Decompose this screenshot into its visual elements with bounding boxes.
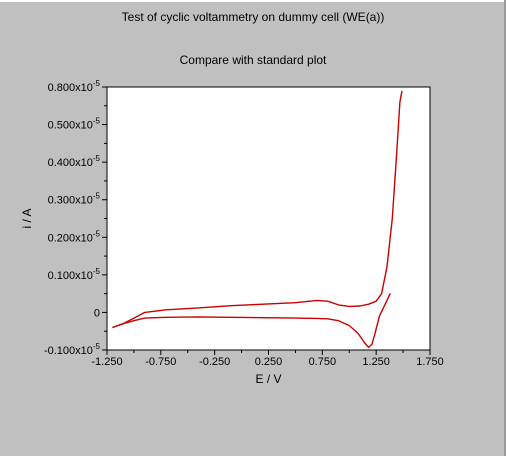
y-axis-title: i / A xyxy=(20,208,34,228)
x-tick-label: 1.250 xyxy=(362,356,390,368)
plot-area xyxy=(106,86,431,351)
window-top-border xyxy=(0,0,506,2)
x-tick-label: -1.250 xyxy=(91,356,122,368)
series-line-anodic xyxy=(112,90,403,329)
y-tick-label: 0.200x10-5 xyxy=(48,229,101,244)
y-tick-label: 0.400x10-5 xyxy=(48,154,101,169)
x-tick-label: 0.250 xyxy=(255,356,283,368)
window-right-border xyxy=(504,0,506,456)
x-tick-label: -0.250 xyxy=(199,356,230,368)
x-tick-label: 1.750 xyxy=(416,356,444,368)
chart-title: Compare with standard plot xyxy=(179,53,327,67)
y-tick-label: 0.100x10-5 xyxy=(48,267,101,282)
y-tick-label: 0.500x10-5 xyxy=(48,117,101,132)
y-tick-label: 0.800x10-5 xyxy=(48,79,101,94)
y-tick-label: -0.100x10-5 xyxy=(44,342,101,357)
y-tick-label: 0 xyxy=(94,307,100,319)
x-tick-label: -0.750 xyxy=(145,356,176,368)
x-axis-title: E / V xyxy=(255,372,281,386)
series-line-cathodic xyxy=(112,293,391,349)
y-tick-label: 0.300x10-5 xyxy=(48,192,101,207)
window-title: Test of cyclic voltammetry on dummy cell… xyxy=(121,10,385,24)
x-tick-label: 0.750 xyxy=(309,356,337,368)
